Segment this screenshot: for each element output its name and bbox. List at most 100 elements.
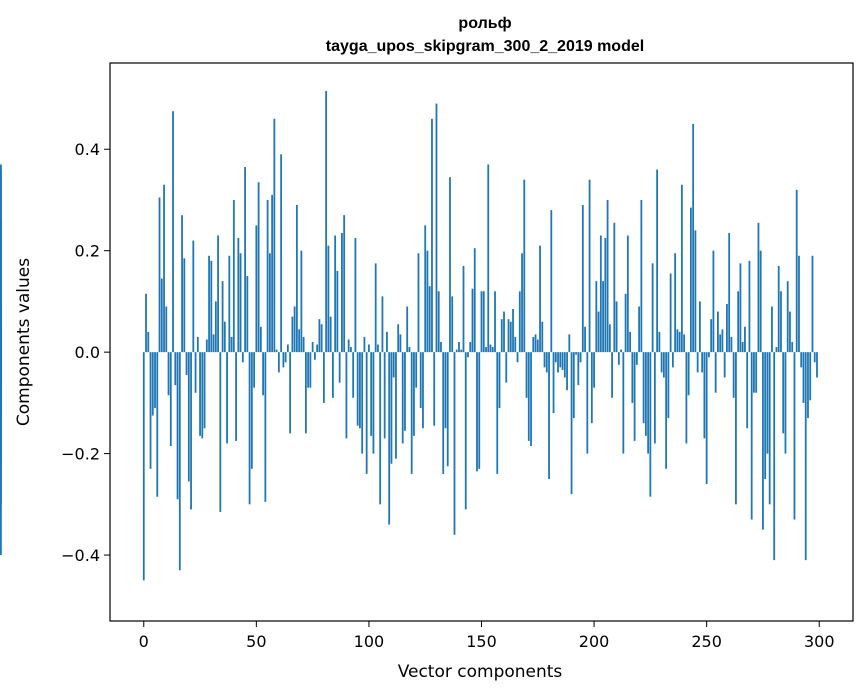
bar-228	[656, 169, 659, 353]
bar-159	[500, 319, 503, 353]
bar-195	[581, 205, 584, 353]
chart-title: рольф	[458, 15, 511, 32]
bar-undefined	[0, 352, 2, 556]
bar-220	[638, 306, 641, 353]
bar-200	[593, 352, 595, 388]
bar-134	[444, 352, 447, 429]
bar-84	[332, 352, 334, 398]
bar-72	[304, 352, 307, 434]
bar-221	[640, 199, 643, 353]
bar-51	[257, 182, 260, 353]
bar-9	[163, 184, 165, 353]
bar-158	[498, 352, 501, 408]
bar-73	[307, 352, 310, 388]
bar-65	[289, 352, 292, 434]
bar-193	[577, 352, 580, 386]
bar-145	[469, 342, 472, 353]
bar-3	[149, 352, 152, 469]
bar-292	[800, 352, 803, 368]
bar-140	[458, 342, 460, 353]
bar-128	[431, 118, 433, 353]
bar-166	[516, 352, 519, 363]
bar-44	[241, 352, 244, 363]
bar-123	[419, 352, 422, 408]
bar-144	[467, 352, 469, 358]
bar-46	[246, 276, 249, 353]
bar-100	[368, 344, 370, 353]
bar-287	[789, 311, 791, 353]
bar-243	[689, 207, 692, 353]
bar-119	[410, 352, 413, 474]
bar-225	[649, 352, 652, 497]
bar-94	[354, 238, 357, 353]
bar-258	[723, 352, 726, 378]
bar-70	[300, 250, 303, 353]
bar-255	[717, 311, 719, 353]
bar-168	[521, 253, 523, 353]
bar-143	[464, 352, 467, 510]
bar-156	[494, 291, 496, 353]
bar-130	[435, 103, 438, 353]
bar-149	[478, 352, 481, 469]
bar-58	[273, 118, 276, 353]
bar-202	[597, 311, 600, 353]
bar-56	[268, 253, 271, 353]
plot-frame	[109, 62, 854, 622]
bar-187	[563, 352, 566, 378]
bar-216	[629, 331, 631, 353]
y-tick-label: 0.4	[75, 140, 100, 159]
bar-53	[262, 352, 264, 396]
bar-290	[795, 189, 798, 353]
bar-164	[512, 309, 514, 353]
bar-291	[798, 255, 800, 353]
bar-31	[212, 334, 215, 353]
bar-162	[507, 319, 510, 353]
bar-253	[712, 250, 715, 353]
bar-17	[181, 215, 183, 353]
bar-14	[174, 352, 177, 386]
bar-182	[552, 352, 555, 414]
bar-38	[228, 255, 231, 353]
bar-169	[523, 179, 526, 353]
bar-222	[642, 352, 645, 424]
bar-239	[680, 184, 683, 353]
bar-125	[424, 225, 427, 353]
bar-131	[437, 291, 440, 353]
bar-152	[485, 347, 487, 353]
bar-176	[539, 245, 541, 353]
bar-103	[374, 263, 377, 353]
bar-83	[329, 316, 332, 353]
bar-96	[359, 352, 361, 429]
bar-34	[219, 352, 222, 512]
bar-62	[282, 352, 285, 368]
bar-64	[286, 344, 289, 353]
bar-69	[298, 329, 301, 353]
bar-201	[595, 281, 598, 353]
bar-207	[608, 324, 611, 353]
bar-5	[154, 352, 156, 408]
bar-217	[631, 352, 634, 403]
bar-298	[813, 352, 816, 363]
bar-188	[566, 352, 568, 391]
bar-211	[617, 352, 620, 365]
bar-66	[291, 316, 294, 353]
bar-219	[635, 352, 638, 365]
bar-30	[210, 260, 213, 353]
bar-8	[160, 278, 163, 353]
bar-135	[446, 352, 449, 467]
bar-231	[662, 352, 665, 378]
bar-242	[687, 352, 690, 396]
bar-263	[735, 352, 737, 505]
bar-106	[381, 296, 384, 353]
bar-254	[714, 352, 717, 393]
bar-82	[327, 245, 330, 353]
bar-288	[791, 342, 794, 353]
bar-154	[489, 344, 492, 353]
bar-197	[586, 352, 589, 454]
bar-215	[626, 235, 629, 353]
bar-126	[426, 250, 429, 353]
bar-137	[451, 296, 454, 353]
bar-41	[235, 352, 237, 441]
bar-81	[325, 90, 328, 353]
